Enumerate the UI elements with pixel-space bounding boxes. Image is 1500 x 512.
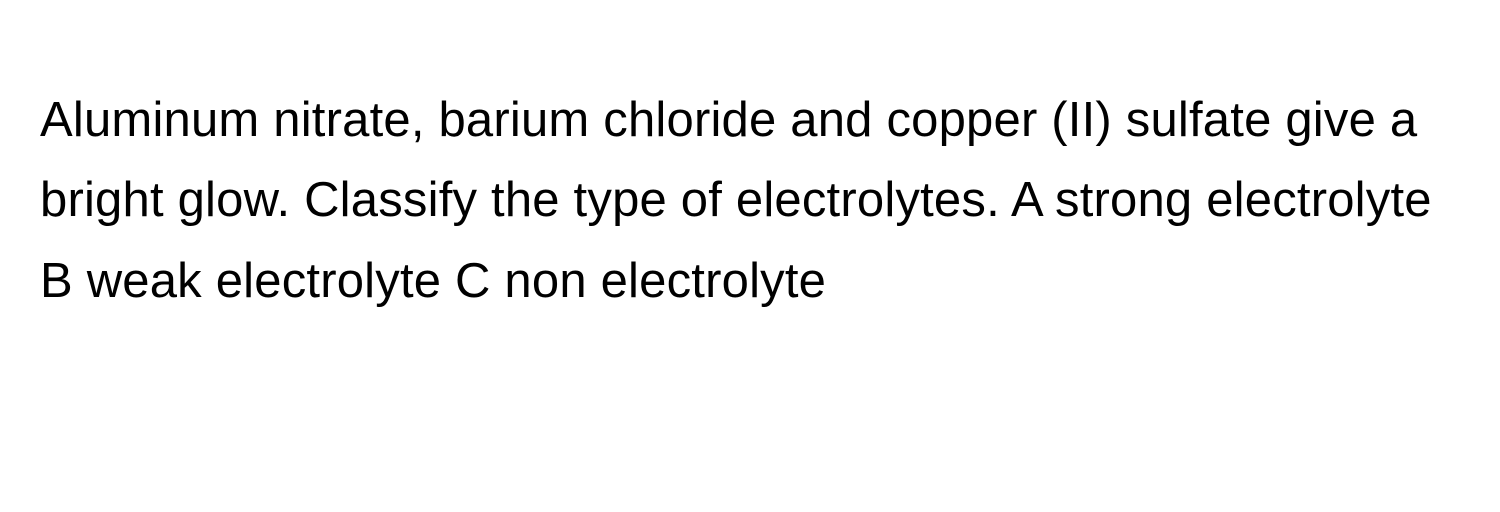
page-container: Aluminum nitrate, barium chloride and co…	[0, 0, 1500, 512]
question-text: Aluminum nitrate, barium chloride and co…	[40, 80, 1460, 321]
